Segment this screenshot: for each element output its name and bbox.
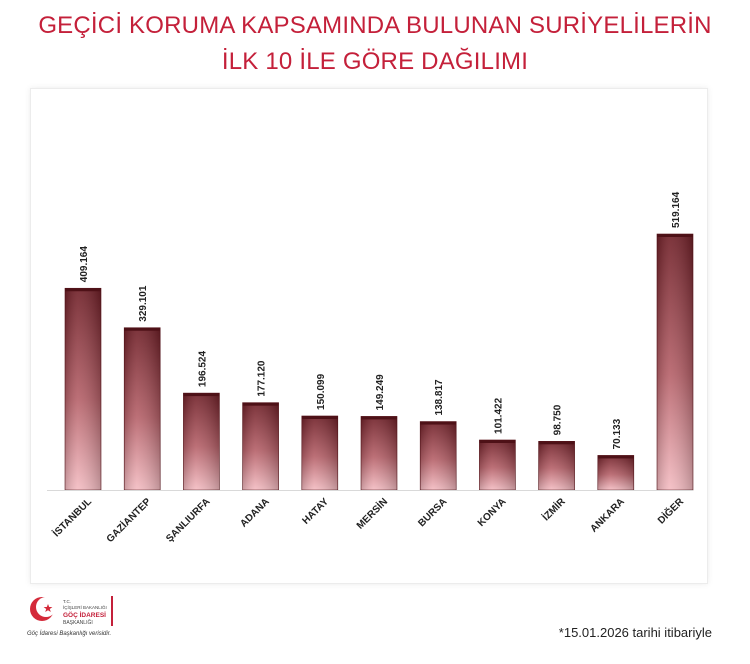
bar-cap-6 <box>420 421 457 425</box>
bar-shine-9 <box>597 455 634 490</box>
crescent-star-icon: T.C. İÇİŞLERİ BAKANLIĞI GÖÇ İDARESİ BAŞK… <box>27 596 113 637</box>
bars-group <box>64 233 694 491</box>
chart-title: GEÇİCİ KORUMA KAPSAMINDA BULUNAN SURİYEL… <box>0 8 750 80</box>
bar-shine-1 <box>124 327 161 490</box>
value-label-7: 101.422 <box>493 397 504 434</box>
category-label-0: İSTANBUL <box>50 495 94 539</box>
bar-cap-7 <box>479 439 516 443</box>
svg-text:T.C.: T.C. <box>63 599 71 604</box>
bar-cap-8 <box>538 441 575 445</box>
value-label-0: 409.164 <box>79 246 90 283</box>
bar-cap-10 <box>657 234 693 237</box>
svg-text:BAŞKANLIĞI: BAŞKANLIĞI <box>63 619 93 626</box>
value-label-9: 70.133 <box>612 418 623 449</box>
bar-cap-0 <box>65 288 101 292</box>
category-label-10: DİĞER <box>655 494 687 526</box>
bar-cap-2 <box>183 393 220 397</box>
bar-shine-0 <box>65 288 101 490</box>
value-label-1: 329.101 <box>138 285 149 322</box>
title-line-1: GEÇİCİ KORUMA KAPSAMINDA BULUNAN SURİYEL… <box>38 12 712 39</box>
value-label-4: 150.099 <box>316 373 327 410</box>
category-label-4: HATAY <box>300 496 331 527</box>
bar-shine-3 <box>242 402 279 490</box>
category-label-1: GAZİANTEP <box>103 495 153 545</box>
category-label-8: İZMİR <box>539 494 568 523</box>
bar-chart: 409.164 İSTANBUL 329.101 GAZİANTEP 196.524 ŞA… <box>47 191 694 545</box>
value-label-8: 98.750 <box>553 404 564 435</box>
svg-text:GÖÇ İDARESİ: GÖÇ İDARESİ <box>63 610 106 619</box>
value-label-10: 519.164 <box>671 191 682 228</box>
value-label-2: 196.524 <box>197 351 208 388</box>
goc-idaresi-logo: T.C. İÇİŞLERİ BAKANLIĞI GÖÇ İDARESİ BAŞK… <box>25 592 135 640</box>
bar-shine-5 <box>361 416 397 490</box>
bar-shine-6 <box>420 421 457 490</box>
bar-cap-1 <box>124 327 161 331</box>
category-label-2: ŞANLIURFA <box>164 496 212 544</box>
value-label-5: 149.249 <box>375 374 386 411</box>
chart-panel: 409.164 İSTANBUL 329.101 GAZİANTEP 196.524 ŞA… <box>30 88 708 584</box>
bar-cap-5 <box>361 416 397 420</box>
footnote-date: *15.01.2026 tarihi itibariyle <box>558 625 712 640</box>
category-label-9: ANKARA <box>588 496 626 534</box>
value-label-6: 138.817 <box>434 379 445 416</box>
svg-text:İÇİŞLERİ BAKANLIĞI: İÇİŞLERİ BAKANLIĞI <box>63 604 107 610</box>
svg-text:Göç İdaresi Başkanlığı verisid: Göç İdaresi Başkanlığı verisidir. <box>27 630 111 637</box>
bar-shine-7 <box>479 439 516 490</box>
value-label-3: 177.120 <box>257 360 268 397</box>
category-label-6: BURSA <box>416 496 449 529</box>
category-label-7: KONYA <box>476 496 509 529</box>
bar-cap-3 <box>242 402 279 406</box>
title-line-2: İLK 10 İLE GÖRE DAĞILIMI <box>221 48 529 75</box>
bar-shine-10 <box>657 234 693 490</box>
bar-cap-9 <box>597 455 634 459</box>
category-label-5: MERSİN <box>353 495 390 532</box>
bar-shine-2 <box>183 393 220 490</box>
category-label-3: ADANA <box>238 496 271 529</box>
bar-shine-4 <box>301 415 338 490</box>
bar-shine-8 <box>538 441 575 490</box>
bar-cap-4 <box>301 415 338 419</box>
